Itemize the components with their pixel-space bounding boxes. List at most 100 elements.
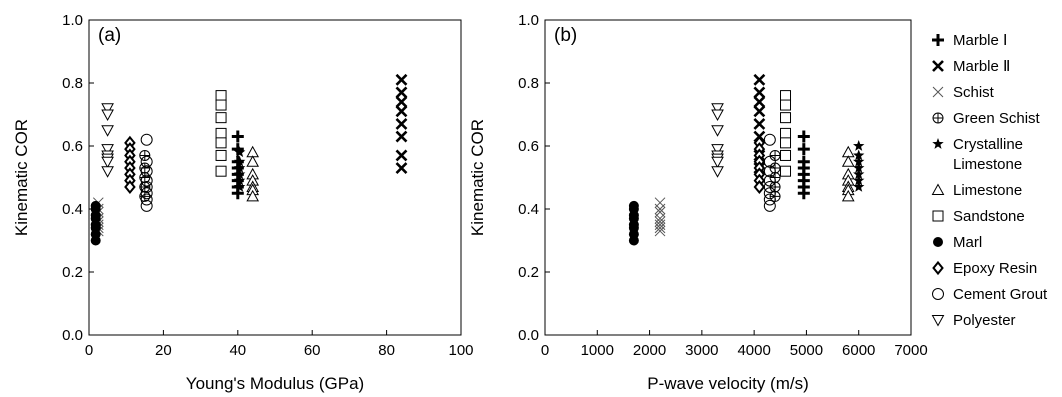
point-sandstone [215, 137, 227, 149]
y-tick-label: 0.0 [518, 327, 539, 344]
point-marble [395, 118, 408, 130]
legend-label: Crystalline [953, 136, 1023, 153]
x-tick-label: 80 [378, 342, 395, 359]
point-epoxy-resin [753, 179, 766, 195]
point-cement-grout [140, 180, 153, 193]
y-tick-label: 0.8 [62, 75, 83, 92]
legend-item-epoxy-resin: Epoxy Resin [932, 260, 1037, 277]
point-marble [753, 118, 766, 130]
point-polyester [101, 125, 114, 137]
legend-marker [932, 34, 944, 46]
point-polyester [101, 103, 114, 115]
point-marble [231, 130, 244, 143]
point-polyester [711, 103, 724, 115]
point-sandstone [215, 90, 227, 102]
x-tick-label: 6000 [842, 342, 875, 359]
point-polyester [711, 166, 724, 178]
legend-label: Epoxy Resin [953, 260, 1037, 277]
point-limestone [841, 189, 855, 202]
point-polyester [711, 109, 724, 122]
y-tick-label: 1.0 [518, 12, 539, 29]
point-limestone [841, 155, 855, 167]
x-tick-label: 40 [229, 342, 246, 359]
legend-label: Limestone [953, 156, 1022, 173]
y-tick-label: 0.6 [518, 138, 539, 155]
legend-label: Marl [953, 234, 982, 251]
point-sandstone [215, 99, 227, 111]
x-tick-label: 4000 [737, 342, 770, 359]
x-tick-label: 5000 [790, 342, 823, 359]
legend-item-green-schist: Green Schist [932, 110, 1041, 127]
x-tick-label: 20 [155, 342, 172, 359]
legend-item-crystalline-limestone: Crystalline Limestone [932, 136, 1023, 173]
point-sandstone [215, 127, 227, 139]
point-polyester [101, 166, 114, 178]
point-crystalline-limestone [853, 155, 865, 167]
point-sandstone [215, 165, 227, 177]
series-marl [90, 200, 101, 246]
point-sandstone [780, 90, 792, 102]
point-sandstone [780, 165, 792, 177]
legend-marker [932, 112, 944, 124]
point-cement-grout [763, 155, 776, 168]
series-polyester [711, 103, 724, 178]
legend-marker [932, 288, 944, 300]
x-tick-label: 60 [304, 342, 321, 359]
panel-label: (b) [554, 25, 577, 46]
legend-marker [932, 138, 944, 149]
x-tick-label: 100 [448, 342, 473, 359]
x-axis-label: P-wave velocity (m/s) [647, 374, 809, 393]
series-limestone [841, 145, 855, 202]
point-crystalline-limestone [853, 168, 865, 180]
x-tick-label: 2000 [633, 342, 666, 359]
point-cement-grout [140, 165, 153, 178]
y-tick-label: 0.2 [62, 264, 83, 281]
legend-item-limestone: Limestone [931, 182, 1022, 199]
point-marble [395, 73, 408, 86]
legend-item-marble: Marble Ⅰ [932, 32, 1007, 49]
legend-item-sandstone: Sandstone [932, 208, 1025, 225]
y-axis-label: Kinematic COR [468, 119, 487, 236]
series-marl [628, 200, 639, 246]
series-green-schist [139, 150, 151, 202]
point-schist [654, 222, 666, 234]
point-crystalline-limestone [233, 162, 246, 173]
x-tick-label: 0 [85, 342, 93, 359]
point-sandstone [780, 112, 792, 124]
legend-marker [932, 60, 944, 72]
legend-marker [931, 315, 945, 327]
point-schist [654, 225, 666, 237]
y-tick-label: 0.2 [518, 264, 539, 281]
point-marble [753, 95, 766, 108]
legend-marker [933, 237, 943, 247]
point-cement-grout [763, 174, 776, 187]
point-marble [395, 86, 408, 99]
point-marble [395, 105, 408, 118]
legend-label: Limestone [953, 182, 1022, 199]
point-polyester [101, 144, 114, 156]
legend-marker [932, 210, 944, 222]
point-schist [654, 203, 666, 215]
point-sandstone [215, 149, 227, 161]
x-tick-label: 0 [541, 342, 549, 359]
point-crystalline-limestone [853, 174, 865, 186]
point-cement-grout [140, 187, 153, 200]
y-tick-label: 0.8 [518, 75, 539, 92]
point-cement-grout [763, 193, 776, 206]
point-polyester [101, 156, 114, 169]
y-tick-label: 0.6 [62, 138, 83, 155]
legend-label: Marble Ⅱ [953, 58, 1010, 75]
point-marble [753, 105, 766, 118]
y-tick-label: 0.4 [518, 201, 539, 218]
y-tick-label: 0.0 [62, 327, 83, 344]
series-marble [797, 130, 810, 200]
point-sandstone [780, 149, 792, 161]
point-crystalline-limestone [233, 174, 246, 186]
point-epoxy-resin [124, 179, 136, 195]
legend-item-marl: Marl [933, 234, 982, 251]
point-limestone [246, 155, 260, 167]
x-axis-label: Young's Modulus (GPa) [186, 374, 364, 393]
point-cement-grout [140, 155, 153, 168]
legend-marker [931, 183, 945, 195]
